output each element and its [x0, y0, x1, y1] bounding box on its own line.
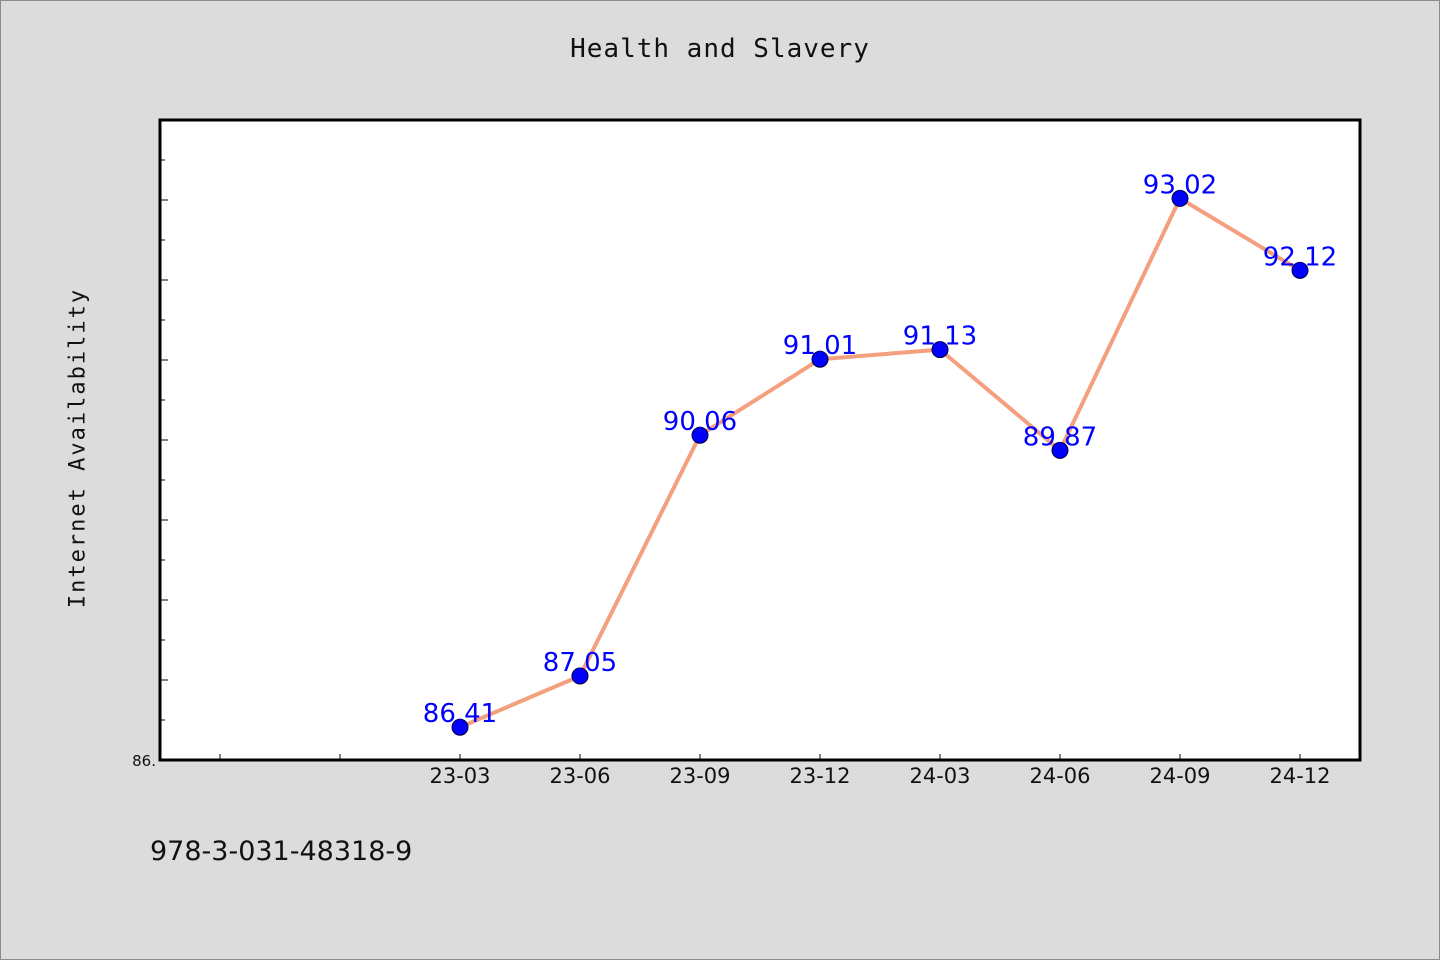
series-points: [451, 189, 1309, 736]
x-tick-label: 24-06: [1029, 764, 1090, 788]
data-point: [1291, 261, 1309, 279]
series-lines: [459, 196, 1302, 730]
x-tick-label: 23-12: [789, 764, 850, 788]
data-point: [931, 341, 949, 359]
data-label: 87.05: [543, 648, 617, 678]
data-label: 91.13: [903, 322, 977, 352]
plot-area: [158, 118, 1362, 762]
data-label: 93.02: [1143, 170, 1217, 200]
x-tick-label: 24-03: [909, 764, 970, 788]
data-label: 92.12: [1263, 242, 1337, 272]
chart-title: Health and Slavery: [570, 34, 870, 64]
data-labels: 86.41 87.05 90.06 91.01 91.13 89.87 93.02 92.12: [423, 170, 1337, 729]
series-line: [459, 196, 1302, 730]
data-point: [691, 426, 709, 444]
x-tick-label: 24-09: [1149, 764, 1210, 788]
x-tick-label: 23-03: [429, 764, 490, 788]
x-tick-label: 23-09: [669, 764, 730, 788]
isbn-text: 978-3-031-48318-9: [150, 836, 413, 867]
y-axis-ticks: 86.: [132, 119, 168, 770]
x-tick-label: 23-06: [549, 764, 610, 788]
data-point: [811, 350, 829, 368]
data-label: 91.01: [783, 331, 857, 361]
data-label: 89.87: [1023, 422, 1097, 452]
x-tick-label: 24-12: [1269, 764, 1330, 788]
y-tick-label: 86.: [132, 752, 156, 770]
data-point: [571, 667, 589, 685]
data-point: [1051, 441, 1069, 459]
data-label: 86.41: [423, 699, 497, 729]
x-axis-ticks: 23-03 23-06 23-09 23-12 24-03 24-06 24-09 24-12: [219, 754, 1331, 788]
data-point: [451, 718, 469, 736]
data-label: 90.06: [663, 407, 737, 437]
data-point: [1171, 189, 1189, 207]
